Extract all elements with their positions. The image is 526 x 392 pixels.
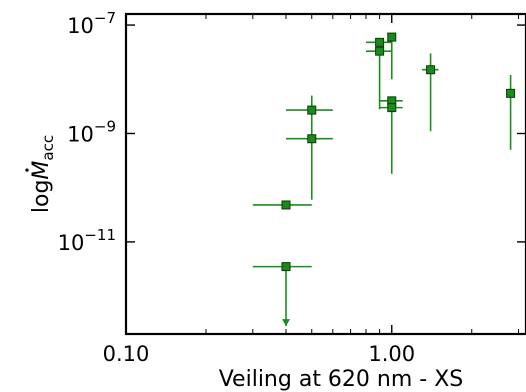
data-point (379, 96, 403, 174)
data-point (366, 46, 392, 110)
y-tick-label-base: 10 (67, 14, 94, 38)
data-marker (281, 262, 291, 272)
y-tick-label: 10−7 (67, 9, 116, 38)
y-tick-label-base: 10 (67, 122, 94, 146)
y-tick-label: 10−9 (67, 117, 116, 146)
data-marker (307, 105, 317, 115)
y-axis-label-symbol: M (29, 161, 54, 180)
data-point (286, 134, 333, 200)
data-marker (506, 88, 516, 98)
data-point (366, 37, 392, 47)
data-marker (375, 37, 385, 47)
data-point (252, 262, 312, 327)
x-axis-label: Veiling at 620 nm - XS (219, 367, 464, 392)
y-axis-label-sub: acc (39, 135, 57, 161)
plot-frame (124, 12, 526, 336)
x-tick-label: 0.10 (103, 342, 150, 366)
y-tick-label-exponent: −11 (84, 226, 116, 244)
data-point (387, 32, 397, 80)
data-point (379, 103, 403, 113)
y-axis-label: logMacc (29, 135, 57, 213)
y-tick-label-exponent: −9 (94, 117, 116, 135)
data-marker (375, 46, 385, 56)
y-tick-label: 10−11 (58, 226, 116, 255)
y-tick-label-base: 10 (58, 231, 85, 255)
y-axis-label-dot (25, 168, 29, 172)
data-marker (281, 200, 291, 210)
x-tick-label: 1.00 (368, 342, 415, 366)
data-marker (426, 65, 436, 75)
y-axis-label-log: log (29, 180, 54, 214)
data-marker (387, 103, 397, 113)
data-point (252, 200, 312, 210)
upper-limit-arrow (282, 319, 290, 327)
data-point (286, 95, 333, 139)
data-marker (307, 134, 317, 144)
data-point (506, 74, 516, 150)
y-tick-label-exponent: −7 (94, 9, 116, 27)
data-points (252, 32, 516, 327)
data-point (422, 53, 439, 132)
data-marker (387, 32, 397, 42)
